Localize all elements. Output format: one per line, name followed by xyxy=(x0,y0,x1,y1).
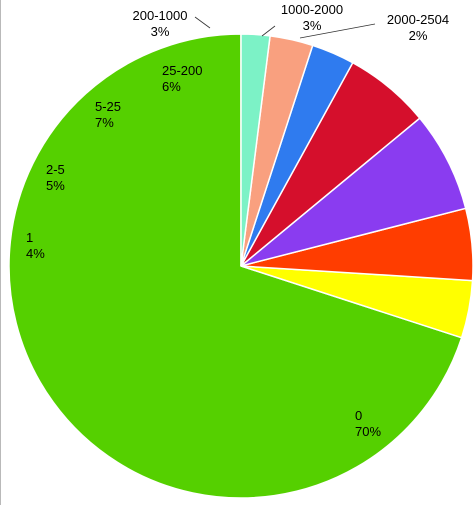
slice-percent-label-25-200: 6% xyxy=(162,79,181,94)
leader-line-1000-2000 xyxy=(261,25,276,37)
slice-percent-label-0: 70% xyxy=(355,424,381,439)
leader-line-200-1000 xyxy=(194,16,211,29)
slice-percent-label-1000-2000: 3% xyxy=(303,18,322,33)
pie-slice-5-25 xyxy=(240,117,467,267)
pie-slice-0 xyxy=(8,33,463,499)
leader-line-2000-2504 xyxy=(299,23,376,39)
slice-name-label-0: 0 xyxy=(355,408,362,423)
left-border xyxy=(0,0,1,505)
slice-percent-label-5-25: 7% xyxy=(95,115,114,130)
slice-name-label-2000-2504: 2000-2504 xyxy=(387,12,449,27)
slice-percent-label-2000-2504: 2% xyxy=(409,28,428,43)
slice-name-label-25-200: 25-200 xyxy=(162,63,202,78)
slice-name-label-1000-2000: 1000-2000 xyxy=(281,2,343,17)
slice-percent-label-200-1000: 3% xyxy=(151,24,170,39)
slice-name-label-200-1000: 200-1000 xyxy=(133,8,188,23)
slice-name-label-5-25: 5-25 xyxy=(95,99,121,114)
slice-name-label-1: 1 xyxy=(26,230,33,245)
pie-slice-2000-2504 xyxy=(240,33,271,267)
slice-name-label-2-5: 2-5 xyxy=(46,162,65,177)
slice-percent-label-2-5: 5% xyxy=(46,178,65,193)
slice-percent-label-1: 4% xyxy=(26,246,45,261)
